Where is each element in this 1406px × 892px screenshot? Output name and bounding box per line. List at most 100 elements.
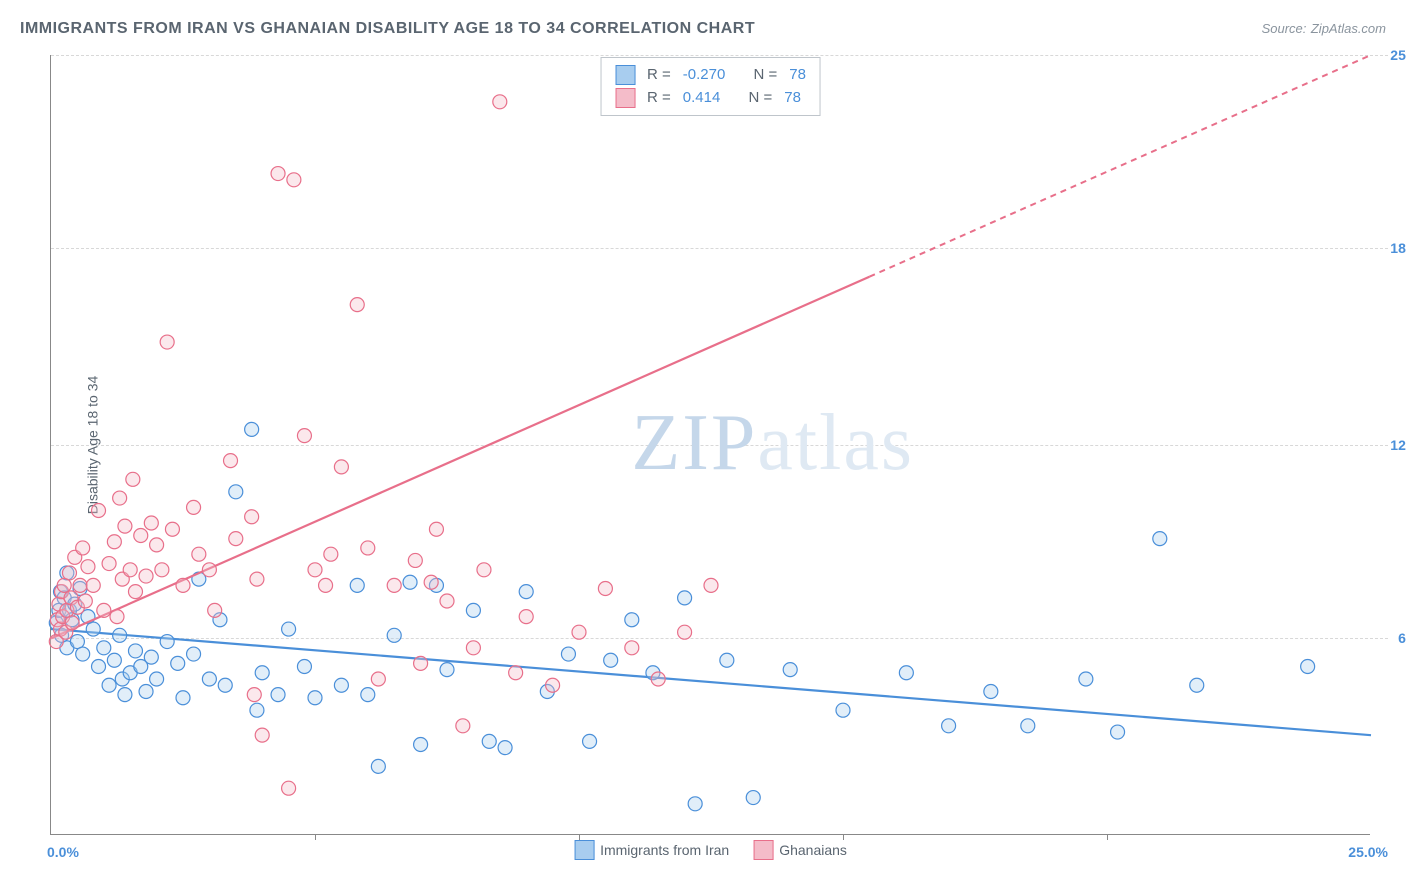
data-point [1021,719,1035,733]
data-point [218,678,232,692]
data-point [598,582,612,596]
source-prefix: Source: [1262,21,1307,36]
data-point [287,173,301,187]
data-point [519,585,533,599]
x-origin-label: 0.0% [47,844,79,860]
data-point [942,719,956,733]
data-point [984,684,998,698]
data-point [414,738,428,752]
data-point [150,538,164,552]
y-tick-label: 18.8% [1390,240,1406,256]
data-point [350,298,364,312]
data-point [176,691,190,705]
n-label: N = [749,87,773,110]
y-tick-label: 6.3% [1398,630,1406,646]
data-point [424,575,438,589]
x-tick [315,834,316,840]
data-point [107,653,121,667]
data-point [387,628,401,642]
data-point [144,516,158,530]
trend-line-dashed [869,55,1371,277]
data-point [62,566,76,580]
data-point [651,672,665,686]
data-point [144,650,158,664]
data-point [282,781,296,795]
trend-line [51,277,869,639]
data-point [371,672,385,686]
data-point [128,585,142,599]
data-point [678,591,692,605]
data-point [65,616,79,630]
y-tick-label: 25.0% [1390,47,1406,63]
data-point [1111,725,1125,739]
data-point [361,541,375,555]
data-point [546,678,560,692]
data-point [113,491,127,505]
data-point [118,519,132,533]
data-point [81,560,95,574]
data-point [308,691,322,705]
data-point [92,504,106,518]
data-point [224,454,238,468]
r-value-iran: -0.270 [683,64,726,87]
legend-label-ghana: Ghanaians [779,842,847,858]
data-point [160,635,174,649]
data-point [297,660,311,674]
data-point [128,644,142,658]
x-tick [1107,834,1108,840]
data-point [783,663,797,677]
swatch-iran-icon [574,840,594,860]
data-point [1301,660,1315,674]
data-point [334,460,348,474]
data-point [247,688,261,702]
data-point [139,684,153,698]
data-point [255,666,269,680]
data-point [73,578,87,592]
legend-item-ghana: Ghanaians [753,840,847,860]
data-point [78,594,92,608]
data-point [371,759,385,773]
data-point [583,734,597,748]
r-value-ghana: 0.414 [683,87,721,110]
chart-source: Source: ZipAtlas.com [1262,20,1386,38]
y-tick-label: 12.5% [1390,437,1406,453]
data-point [720,653,734,667]
data-point [440,594,454,608]
plot-svg [51,55,1370,834]
data-point [134,528,148,542]
data-point [118,688,132,702]
data-point [107,535,121,549]
data-point [350,578,364,592]
data-point [482,734,496,748]
data-point [604,653,618,667]
source-name: ZipAtlas.com [1311,21,1386,36]
data-point [139,569,153,583]
data-point [126,472,140,486]
data-point [387,578,401,592]
data-point [319,578,333,592]
chart-title: IMMIGRANTS FROM IRAN VS GHANAIAN DISABIL… [20,20,755,38]
data-point [160,335,174,349]
data-point [429,522,443,536]
data-point [110,610,124,624]
data-point [176,578,190,592]
data-point [86,622,100,636]
data-point [466,641,480,655]
legend-label-iran: Immigrants from Iran [600,842,729,858]
data-point [187,500,201,514]
data-point [171,656,185,670]
data-point [297,429,311,443]
data-point [440,663,454,677]
data-point [561,647,575,661]
n-value-ghana: 78 [784,87,801,110]
data-point [123,563,137,577]
data-point [466,603,480,617]
chart-header: IMMIGRANTS FROM IRAN VS GHANAIAN DISABIL… [20,20,1386,38]
data-point [282,622,296,636]
data-point [102,557,116,571]
swatch-ghana-icon [753,840,773,860]
data-point [250,703,264,717]
data-point [97,641,111,655]
data-point [76,541,90,555]
data-point [208,603,222,617]
